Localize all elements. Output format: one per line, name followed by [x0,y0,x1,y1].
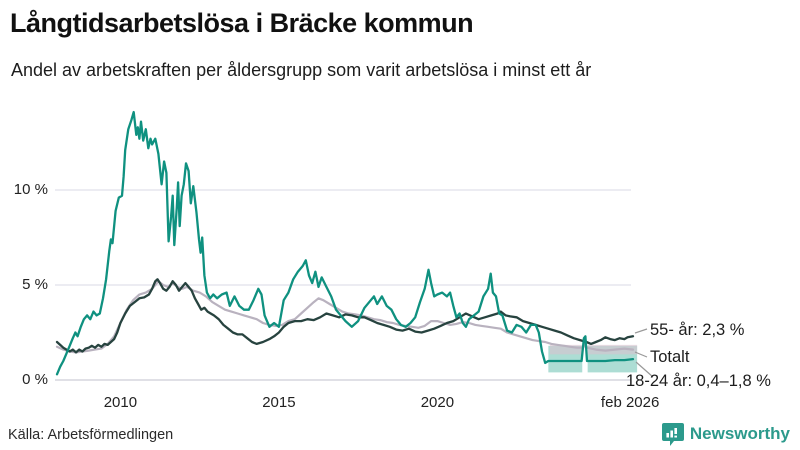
y-axis-tick-0: 0 % [22,371,48,388]
series-label-18-24: 18-24 år: 0,4–1,8 % [626,372,771,390]
x-axis-tick-2015: 2015 [262,394,296,411]
x-axis-tick-feb-2026: feb 2026 [600,394,660,411]
newsworthy-logo[interactable]: Newsworthy [661,421,790,446]
newsworthy-wordmark: Newsworthy [689,423,790,443]
x-axis-tick-2020: 2020 [420,394,455,411]
y-axis-tick-5: 5 % [22,276,48,293]
newsworthy-bubble-chart-icon [661,421,685,446]
series-label-totalt: Totalt [650,348,690,366]
page-title: Långtidsarbetslösa i Bräcke kommun [10,8,474,38]
y-axis-tick-10: 10 % [13,181,48,198]
series-label-55-plus: 55- år: 2,3 % [650,321,745,339]
chart-subtitle: Andel av arbetskraften per åldersgrupp s… [11,60,592,80]
x-axis-tick-2010: 2010 [103,394,138,411]
source-attribution: Källa: Arbetsförmedlingen [8,427,174,443]
